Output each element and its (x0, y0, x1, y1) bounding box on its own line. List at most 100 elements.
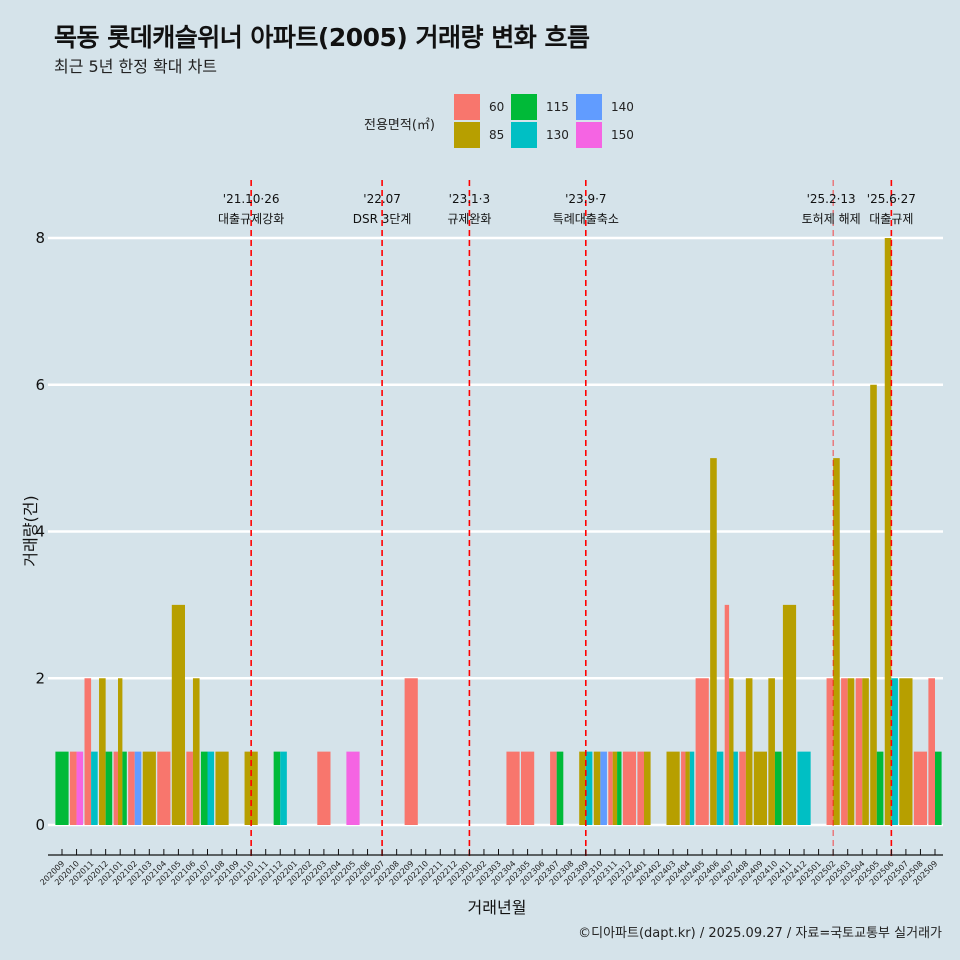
y-tick-label: 8 (35, 229, 45, 247)
bar-202102-60 (128, 751, 135, 825)
bar-202106-60 (186, 751, 193, 825)
annotation-label: 특례대출축소 (553, 212, 619, 226)
legend-swatch (454, 94, 480, 120)
legend-item-85: 85 (454, 122, 504, 148)
bar-202311-60 (608, 751, 613, 825)
legend-item-115: 115 (511, 94, 569, 120)
bar-202311-115 (617, 751, 622, 825)
bar-202407-60 (724, 604, 730, 825)
bar-202011-60 (84, 678, 92, 825)
legend-label: 150 (611, 128, 634, 142)
bar-202010-150 (76, 751, 84, 825)
bar-202011-130 (91, 751, 98, 825)
bar-202401-60 (637, 751, 644, 825)
y-tick-label: 4 (35, 523, 45, 541)
x-axis-title: 거래년월 (468, 898, 527, 917)
legend-label: 85 (489, 128, 505, 142)
bar-202407-85 (729, 678, 734, 825)
bar-202509-115 (935, 751, 942, 825)
bar-202405-60 (695, 678, 709, 825)
bar-202410-85 (768, 678, 775, 825)
bar-202110-85 (244, 751, 258, 825)
bar-202506-85 (884, 238, 892, 825)
bar-202304-60 (506, 751, 520, 825)
bar-202009-115 (55, 751, 69, 825)
annotation-label: 토허제 해제 (802, 212, 861, 226)
bar-202410-115 (774, 751, 782, 825)
bar-202502-85 (833, 458, 840, 825)
gridlines (48, 236, 943, 827)
bars (55, 238, 942, 825)
legend-item-60: 60 (454, 94, 504, 120)
legend-label: 140 (611, 100, 634, 114)
bar-202107-130 (207, 751, 215, 825)
legend-swatch (511, 94, 537, 120)
bar-202509-60 (928, 678, 935, 825)
bar-202502-60 (826, 678, 834, 825)
annotation-label: 규제완화 (447, 212, 491, 226)
bar-202104-60 (157, 751, 171, 825)
bar-202310-85 (593, 751, 601, 825)
legend-swatch (576, 94, 602, 120)
legend-item-130: 130 (511, 122, 569, 148)
bar-202408-85 (745, 678, 753, 825)
bar-202101-115 (122, 751, 127, 825)
bar-202311-85 (612, 751, 618, 825)
y-tick-label: 2 (35, 669, 45, 687)
annotation-label: 대출규제강화 (218, 212, 284, 226)
bar-202404-60 (681, 751, 686, 825)
bar-202503-85 (847, 678, 855, 825)
bar-202012-85 (99, 678, 106, 825)
annotation-date: '25.2·13 (807, 192, 856, 206)
bar-202101-60 (113, 751, 118, 825)
bar-202305-60 (521, 751, 535, 825)
bar-202506-130 (891, 678, 898, 825)
bar-202507-85 (899, 678, 913, 825)
annotation-date: '21.10·26 (223, 192, 280, 206)
bar-202010-60 (69, 751, 77, 825)
bar-202101-85 (118, 678, 123, 825)
annotation-date: '22.07 (363, 192, 401, 206)
bar-202309-130 (585, 751, 593, 825)
bar-202504-85 (862, 678, 869, 825)
annotation-date: '23.9·7 (565, 192, 606, 206)
bar-202412-130 (797, 751, 811, 825)
y-axis-title: 거래량(건) (21, 495, 40, 566)
source-caption: ©디아파트(dapt.kr) / 2025.09.27 / 자료=국토교통부 실… (578, 926, 942, 941)
bar-202203-60 (317, 751, 331, 825)
bar-202401-85 (644, 751, 651, 825)
y-tick-label: 6 (35, 376, 45, 394)
bar-202012-115 (105, 751, 113, 825)
bar-202102-140 (134, 751, 142, 825)
legend-label: 115 (546, 100, 569, 114)
annotation-lines (250, 180, 893, 860)
legend-item-150: 150 (576, 122, 634, 148)
bar-202409-85 (753, 751, 767, 825)
bar-202508-60 (913, 751, 928, 825)
bar-202407-130 (733, 751, 738, 825)
bar-202112-130 (280, 751, 287, 825)
annotation-label: DSR 3단계 (353, 212, 412, 226)
bar-202106-85 (192, 678, 200, 825)
bar-202307-115 (556, 751, 564, 825)
bar-202403-85 (666, 751, 680, 825)
bar-202309-85 (579, 751, 586, 825)
bar-202108-85 (215, 751, 229, 825)
annotations: '21.10·26 대출규제강화 '22.07 DSR 3단계 '23.1·3 규제완화 '… (218, 192, 916, 226)
legend-swatch (454, 122, 480, 148)
y-axis: 0 2 4 6 8 (35, 229, 45, 834)
bar-202205-150 (346, 751, 360, 825)
bar-202504-60 (855, 678, 863, 825)
annotation-date: '23.1·3 (449, 192, 490, 206)
x-axis: 2020092020102020112020122021012021022021… (38, 849, 943, 887)
bar-202404-130 (689, 751, 695, 825)
legend-label: 130 (546, 128, 569, 142)
bar-202505-85 (870, 384, 877, 825)
annotation-label: 대출규제 (869, 212, 913, 226)
bar-202312-60 (622, 751, 637, 825)
bar-202310-140 (600, 751, 607, 825)
bar-202105-85 (171, 604, 185, 825)
bar-202505-115 (876, 751, 884, 825)
bar-202107-115 (200, 751, 208, 825)
